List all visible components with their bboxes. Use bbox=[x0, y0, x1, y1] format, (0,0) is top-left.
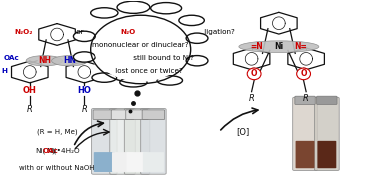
Ellipse shape bbox=[90, 14, 192, 85]
FancyBboxPatch shape bbox=[315, 97, 339, 170]
Ellipse shape bbox=[297, 68, 311, 80]
Text: lost once or twice?: lost once or twice? bbox=[113, 68, 183, 74]
FancyBboxPatch shape bbox=[124, 108, 150, 174]
Text: Ni: Ni bbox=[274, 42, 283, 51]
Ellipse shape bbox=[186, 56, 208, 66]
FancyBboxPatch shape bbox=[293, 97, 318, 170]
Ellipse shape bbox=[247, 68, 261, 80]
Text: N=: N= bbox=[294, 42, 307, 51]
FancyBboxPatch shape bbox=[126, 110, 148, 119]
Text: HN: HN bbox=[63, 56, 76, 65]
FancyBboxPatch shape bbox=[142, 110, 165, 119]
Text: H: H bbox=[1, 68, 8, 74]
Text: or: or bbox=[74, 29, 86, 35]
Text: still bound to Ni?: still bound to Ni? bbox=[131, 55, 193, 61]
FancyBboxPatch shape bbox=[92, 108, 117, 174]
Ellipse shape bbox=[92, 73, 117, 82]
Text: NH: NH bbox=[38, 56, 51, 65]
FancyBboxPatch shape bbox=[143, 152, 164, 172]
Ellipse shape bbox=[179, 15, 204, 26]
FancyBboxPatch shape bbox=[318, 141, 336, 168]
Ellipse shape bbox=[26, 56, 62, 66]
Text: Ni(: Ni( bbox=[35, 148, 46, 154]
Ellipse shape bbox=[73, 31, 95, 42]
FancyBboxPatch shape bbox=[112, 152, 133, 172]
FancyBboxPatch shape bbox=[127, 152, 147, 172]
Ellipse shape bbox=[186, 33, 208, 43]
FancyBboxPatch shape bbox=[111, 110, 134, 119]
Text: Ni(: Ni( bbox=[47, 148, 57, 154]
Text: OH: OH bbox=[23, 86, 37, 95]
Text: O: O bbox=[251, 69, 257, 78]
Ellipse shape bbox=[73, 52, 95, 62]
Text: mononuclear or dinuclear?: mononuclear or dinuclear? bbox=[92, 42, 189, 48]
Text: R: R bbox=[81, 105, 87, 114]
Ellipse shape bbox=[51, 56, 88, 66]
Ellipse shape bbox=[94, 17, 187, 82]
FancyBboxPatch shape bbox=[94, 152, 115, 172]
Text: [O]: [O] bbox=[236, 128, 249, 136]
Ellipse shape bbox=[117, 1, 150, 13]
Text: )₂•4H₂O: )₂•4H₂O bbox=[51, 148, 80, 154]
Ellipse shape bbox=[239, 41, 319, 53]
Text: =N: =N bbox=[251, 42, 264, 51]
FancyBboxPatch shape bbox=[141, 108, 166, 174]
FancyBboxPatch shape bbox=[295, 96, 315, 105]
Text: R: R bbox=[249, 94, 254, 103]
Ellipse shape bbox=[157, 76, 182, 85]
FancyBboxPatch shape bbox=[296, 141, 315, 168]
Ellipse shape bbox=[120, 78, 147, 87]
Text: HO: HO bbox=[77, 86, 91, 95]
Text: OAc: OAc bbox=[4, 55, 19, 61]
FancyBboxPatch shape bbox=[317, 96, 337, 105]
FancyBboxPatch shape bbox=[110, 108, 135, 174]
Text: R: R bbox=[303, 94, 309, 103]
Text: OAc: OAc bbox=[43, 148, 59, 154]
Text: O: O bbox=[300, 69, 307, 78]
Text: N₂O: N₂O bbox=[121, 29, 136, 35]
Text: ligation?: ligation? bbox=[201, 29, 234, 35]
FancyBboxPatch shape bbox=[93, 110, 116, 119]
Text: R: R bbox=[27, 105, 33, 114]
Text: with or without NaOH: with or without NaOH bbox=[19, 165, 95, 171]
Text: (R = H, Me): (R = H, Me) bbox=[37, 129, 77, 135]
Text: N₂O₂: N₂O₂ bbox=[15, 29, 33, 35]
Ellipse shape bbox=[151, 3, 182, 14]
Ellipse shape bbox=[91, 8, 118, 18]
